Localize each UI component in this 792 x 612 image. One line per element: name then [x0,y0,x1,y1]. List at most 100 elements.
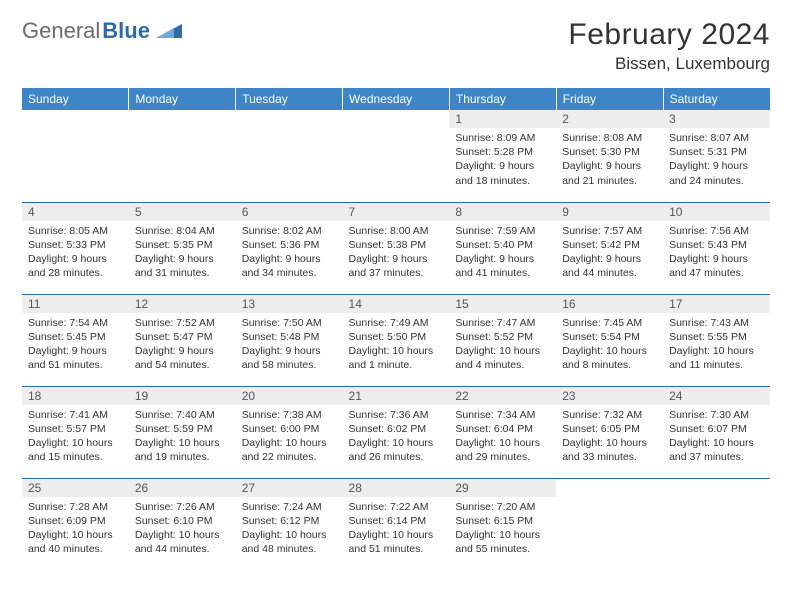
calendar-table: SundayMondayTuesdayWednesdayThursdayFrid… [22,88,770,570]
day-line-d1: Daylight: 10 hours [242,528,337,542]
day-line-d1: Daylight: 10 hours [669,344,764,358]
day-line-sr: Sunrise: 7:43 AM [669,316,764,330]
day-line-sr: Sunrise: 7:54 AM [28,316,123,330]
weekday-header: Sunday [22,88,129,110]
day-line-d2: and 34 minutes. [242,266,337,280]
day-line-d2: and 51 minutes. [28,358,123,372]
day-details: Sunrise: 7:20 AMSunset: 6:15 PMDaylight:… [449,497,556,561]
day-details: Sunrise: 7:56 AMSunset: 5:43 PMDaylight:… [663,221,770,285]
day-number: 19 [129,387,236,405]
day-line-ss: Sunset: 6:07 PM [669,422,764,436]
day-line-d1: Daylight: 10 hours [242,436,337,450]
calendar-cell: 2Sunrise: 8:08 AMSunset: 5:30 PMDaylight… [556,110,663,202]
day-line-d1: Daylight: 9 hours [135,252,230,266]
day-line-d2: and 11 minutes. [669,358,764,372]
weekday-header: Wednesday [343,88,450,110]
day-line-d2: and 37 minutes. [669,450,764,464]
weekday-header: Monday [129,88,236,110]
day-line-d2: and 1 minute. [349,358,444,372]
day-line-ss: Sunset: 5:54 PM [562,330,657,344]
day-line-ss: Sunset: 5:40 PM [455,238,550,252]
day-line-sr: Sunrise: 7:20 AM [455,500,550,514]
day-number: 13 [236,295,343,313]
day-number: 18 [22,387,129,405]
day-details: Sunrise: 8:05 AMSunset: 5:33 PMDaylight:… [22,221,129,285]
day-line-d1: Daylight: 9 hours [242,252,337,266]
calendar-cell [556,478,663,570]
calendar-week: 4Sunrise: 8:05 AMSunset: 5:33 PMDaylight… [22,202,770,294]
day-number: 5 [129,203,236,221]
calendar-cell: 10Sunrise: 7:56 AMSunset: 5:43 PMDayligh… [663,202,770,294]
calendar-body: 1Sunrise: 8:09 AMSunset: 5:28 PMDaylight… [22,110,770,570]
calendar-cell: 22Sunrise: 7:34 AMSunset: 6:04 PMDayligh… [449,386,556,478]
day-line-sr: Sunrise: 7:41 AM [28,408,123,422]
day-line-ss: Sunset: 5:28 PM [455,145,550,159]
calendar-week: 11Sunrise: 7:54 AMSunset: 5:45 PMDayligh… [22,294,770,386]
day-details: Sunrise: 7:30 AMSunset: 6:07 PMDaylight:… [663,405,770,469]
day-line-d2: and 24 minutes. [669,174,764,188]
title-block: February 2024 Bissen, Luxembourg [568,18,770,74]
day-line-ss: Sunset: 5:48 PM [242,330,337,344]
calendar-cell: 20Sunrise: 7:38 AMSunset: 6:00 PMDayligh… [236,386,343,478]
day-details: Sunrise: 7:45 AMSunset: 5:54 PMDaylight:… [556,313,663,377]
day-line-d1: Daylight: 9 hours [28,252,123,266]
day-details: Sunrise: 8:04 AMSunset: 5:35 PMDaylight:… [129,221,236,285]
day-details: Sunrise: 8:00 AMSunset: 5:38 PMDaylight:… [343,221,450,285]
day-number: 15 [449,295,556,313]
day-line-ss: Sunset: 5:43 PM [669,238,764,252]
day-line-sr: Sunrise: 7:50 AM [242,316,337,330]
day-line-d2: and 37 minutes. [349,266,444,280]
day-line-sr: Sunrise: 7:52 AM [135,316,230,330]
day-number: 22 [449,387,556,405]
day-line-d1: Daylight: 9 hours [669,159,764,173]
day-line-d2: and 55 minutes. [455,542,550,556]
calendar-cell: 5Sunrise: 8:04 AMSunset: 5:35 PMDaylight… [129,202,236,294]
calendar-week: 18Sunrise: 7:41 AMSunset: 5:57 PMDayligh… [22,386,770,478]
day-line-d1: Daylight: 10 hours [562,344,657,358]
day-details: Sunrise: 8:07 AMSunset: 5:31 PMDaylight:… [663,128,770,192]
day-details: Sunrise: 7:52 AMSunset: 5:47 PMDaylight:… [129,313,236,377]
day-number: 28 [343,479,450,497]
day-line-ss: Sunset: 5:42 PM [562,238,657,252]
day-line-ss: Sunset: 6:05 PM [562,422,657,436]
day-line-d1: Daylight: 9 hours [669,252,764,266]
day-line-d1: Daylight: 10 hours [349,436,444,450]
day-line-sr: Sunrise: 8:07 AM [669,131,764,145]
day-line-ss: Sunset: 5:30 PM [562,145,657,159]
day-line-d1: Daylight: 9 hours [562,159,657,173]
weekday-header: Thursday [449,88,556,110]
day-line-ss: Sunset: 6:00 PM [242,422,337,436]
day-line-d1: Daylight: 9 hours [242,344,337,358]
calendar-cell: 15Sunrise: 7:47 AMSunset: 5:52 PMDayligh… [449,294,556,386]
day-line-sr: Sunrise: 7:32 AM [562,408,657,422]
day-details: Sunrise: 7:54 AMSunset: 5:45 PMDaylight:… [22,313,129,377]
day-number: 9 [556,203,663,221]
day-line-d1: Daylight: 10 hours [28,436,123,450]
day-line-ss: Sunset: 5:59 PM [135,422,230,436]
day-number: 6 [236,203,343,221]
calendar-week: 25Sunrise: 7:28 AMSunset: 6:09 PMDayligh… [22,478,770,570]
day-details: Sunrise: 8:02 AMSunset: 5:36 PMDaylight:… [236,221,343,285]
brand-part2: Blue [102,18,150,44]
day-line-d2: and 22 minutes. [242,450,337,464]
day-number: 24 [663,387,770,405]
weekday-header: Friday [556,88,663,110]
calendar-cell: 16Sunrise: 7:45 AMSunset: 5:54 PMDayligh… [556,294,663,386]
day-line-ss: Sunset: 5:38 PM [349,238,444,252]
day-details: Sunrise: 7:41 AMSunset: 5:57 PMDaylight:… [22,405,129,469]
day-line-d2: and 29 minutes. [455,450,550,464]
day-number: 21 [343,387,450,405]
day-line-d2: and 21 minutes. [562,174,657,188]
day-line-d2: and 19 minutes. [135,450,230,464]
calendar-cell: 13Sunrise: 7:50 AMSunset: 5:48 PMDayligh… [236,294,343,386]
day-number: 20 [236,387,343,405]
calendar-cell [663,478,770,570]
day-line-sr: Sunrise: 7:56 AM [669,224,764,238]
calendar-cell: 19Sunrise: 7:40 AMSunset: 5:59 PMDayligh… [129,386,236,478]
day-line-sr: Sunrise: 7:24 AM [242,500,337,514]
day-line-sr: Sunrise: 8:00 AM [349,224,444,238]
day-details: Sunrise: 7:57 AMSunset: 5:42 PMDaylight:… [556,221,663,285]
day-details: Sunrise: 7:50 AMSunset: 5:48 PMDaylight:… [236,313,343,377]
day-line-d1: Daylight: 10 hours [455,528,550,542]
day-details: Sunrise: 7:43 AMSunset: 5:55 PMDaylight:… [663,313,770,377]
